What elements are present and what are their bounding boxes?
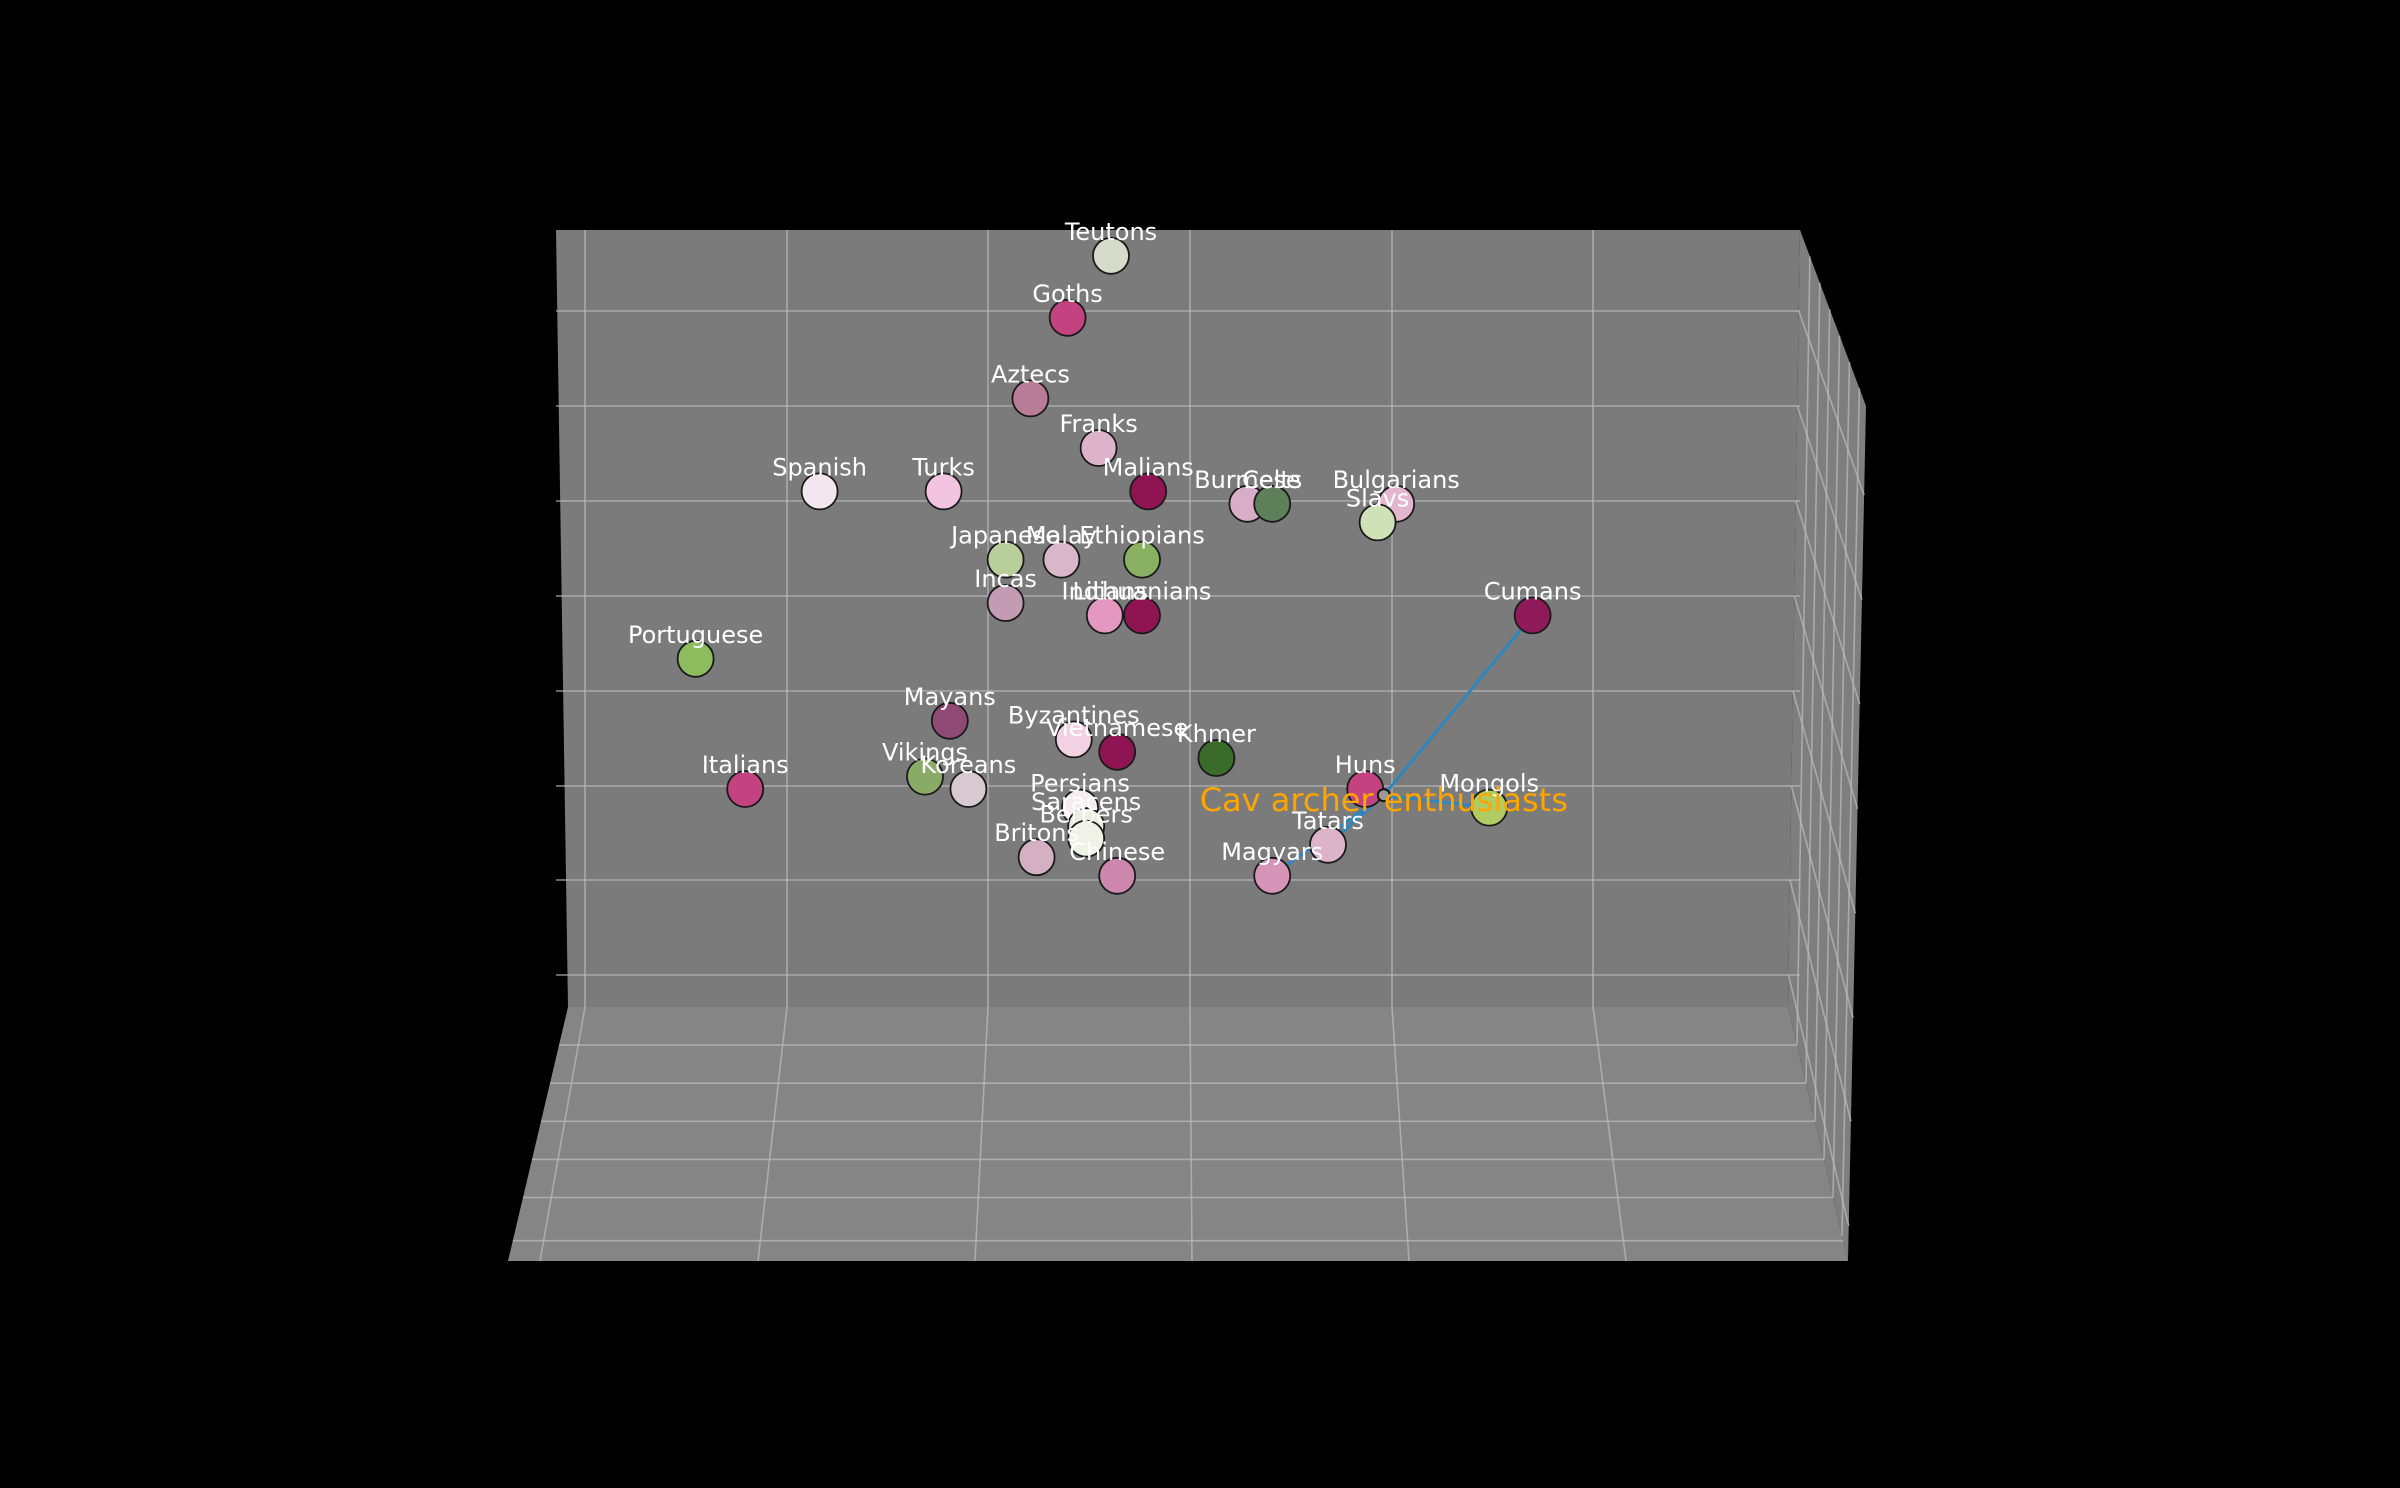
side-grid-horizontal xyxy=(1795,500,1861,705)
side-grid-horizontal xyxy=(1793,595,1859,809)
label-vietnamese: Vietnamese xyxy=(1046,714,1188,742)
marker-incas xyxy=(986,584,1025,622)
marker-berbers xyxy=(1067,819,1106,858)
label-italians: Italians xyxy=(702,751,789,779)
marker-indians xyxy=(1085,596,1124,635)
marker-lithuanians xyxy=(1123,596,1161,635)
marker-magyars xyxy=(1253,856,1292,895)
marker-tatars xyxy=(1309,825,1347,864)
marker-vietnamese xyxy=(1098,732,1137,771)
label-celts: Celts xyxy=(1242,466,1302,494)
label-tatars: Tatars xyxy=(1291,807,1364,835)
side-grid-horizontal xyxy=(1790,785,1854,1019)
label-bulgarians: Bulgarians xyxy=(1333,466,1460,494)
marker-mongols xyxy=(1470,788,1509,827)
cluster-annotation: Cav archer enthusiasts xyxy=(1200,781,1568,819)
label-koreans: Koreans xyxy=(921,751,1017,779)
label-spanish: Spanish xyxy=(772,453,867,481)
marker-japanese xyxy=(986,540,1025,579)
label-ethiopians: Ethiopians xyxy=(1079,522,1204,550)
floor-grid-depth xyxy=(1592,1006,1627,1262)
marker-ethiopians xyxy=(1123,540,1161,579)
marker-turks xyxy=(924,472,963,511)
cluster-annotation-label: Cav archer enthusiasts xyxy=(1200,781,1568,819)
marker-slavs xyxy=(1358,503,1397,542)
marker-spanish xyxy=(800,472,839,511)
cluster-line-cumans xyxy=(1382,614,1534,797)
label-slavs: Slavs xyxy=(1346,484,1409,512)
label-burmese: Burmese xyxy=(1194,466,1301,494)
label-malay: Malay xyxy=(1026,522,1097,550)
side-grid-horizontal xyxy=(1789,879,1852,1122)
label-japanese: Japanese xyxy=(949,522,1060,550)
label-magyars: Magyars xyxy=(1221,838,1323,866)
floor-grid-depth xyxy=(539,1006,586,1262)
label-incas: Incas xyxy=(974,565,1037,593)
label-saracens: Saracens xyxy=(1031,788,1141,816)
label-mayans: Mayans xyxy=(904,683,996,711)
floor-grid-depth xyxy=(974,1006,989,1262)
marker-portuguese xyxy=(676,639,715,678)
side-grid-horizontal xyxy=(1797,310,1865,496)
label-aztecs: Aztecs xyxy=(991,360,1070,388)
label-khmer: Khmer xyxy=(1177,720,1256,748)
floor-grid-depth xyxy=(1189,1006,1193,1262)
side-grid-horizontal xyxy=(1796,405,1863,600)
marker-celts xyxy=(1253,484,1292,523)
label-cumans: Cumans xyxy=(1484,577,1582,605)
marker-malay xyxy=(1042,540,1081,579)
marker-goths xyxy=(1048,298,1087,337)
label-chinese: Chinese xyxy=(1069,838,1165,866)
marker-aztecs xyxy=(1011,379,1050,418)
marker-vikings xyxy=(906,757,944,796)
marker-italians xyxy=(726,770,765,808)
label-mongols: Mongols xyxy=(1439,770,1539,798)
marker-cumans xyxy=(1513,596,1552,635)
marker-khmer xyxy=(1197,739,1236,777)
label-berbers: Berbers xyxy=(1039,801,1132,829)
label-huns: Huns xyxy=(1335,751,1396,779)
label-teutons: Teutons xyxy=(1064,218,1157,246)
grid-lines xyxy=(512,230,1865,1262)
label-vikings: Vikings xyxy=(882,739,968,767)
marker-franks xyxy=(1079,429,1118,467)
point-labels: Teutons Goths Aztecs Franks Spanish Turks Mali… xyxy=(628,218,1582,866)
marker-britons xyxy=(1017,838,1056,877)
back-pane xyxy=(556,230,1800,1007)
marker-byzantines xyxy=(1054,720,1093,759)
label-turks: Turks xyxy=(911,453,975,481)
marker-teutons xyxy=(1092,236,1130,275)
marker-chinese xyxy=(1098,856,1137,895)
side-grid-horizontal xyxy=(1792,690,1857,914)
floor-grid-depth xyxy=(757,1006,788,1262)
marker-malians xyxy=(1129,472,1168,511)
label-goths: Goths xyxy=(1032,280,1102,308)
label-portuguese: Portuguese xyxy=(628,621,763,649)
label-indians: Indians xyxy=(1061,577,1148,605)
label-malians: Malians xyxy=(1103,453,1194,481)
marker-mayans xyxy=(930,701,969,740)
marker-koreans xyxy=(949,770,988,808)
data-markers xyxy=(676,236,1552,895)
floor-grid-depth xyxy=(1391,1006,1410,1262)
cluster-centroid-marker xyxy=(1376,788,1391,803)
label-byzantines: Byzantines xyxy=(1008,701,1140,729)
label-lithuanians: Lithuanians xyxy=(1073,577,1212,605)
label-persians: Persians xyxy=(1030,770,1130,798)
label-britons: Britons xyxy=(994,819,1079,847)
side-grid-horizontal xyxy=(1787,974,1850,1226)
label-franks: Franks xyxy=(1059,410,1137,438)
